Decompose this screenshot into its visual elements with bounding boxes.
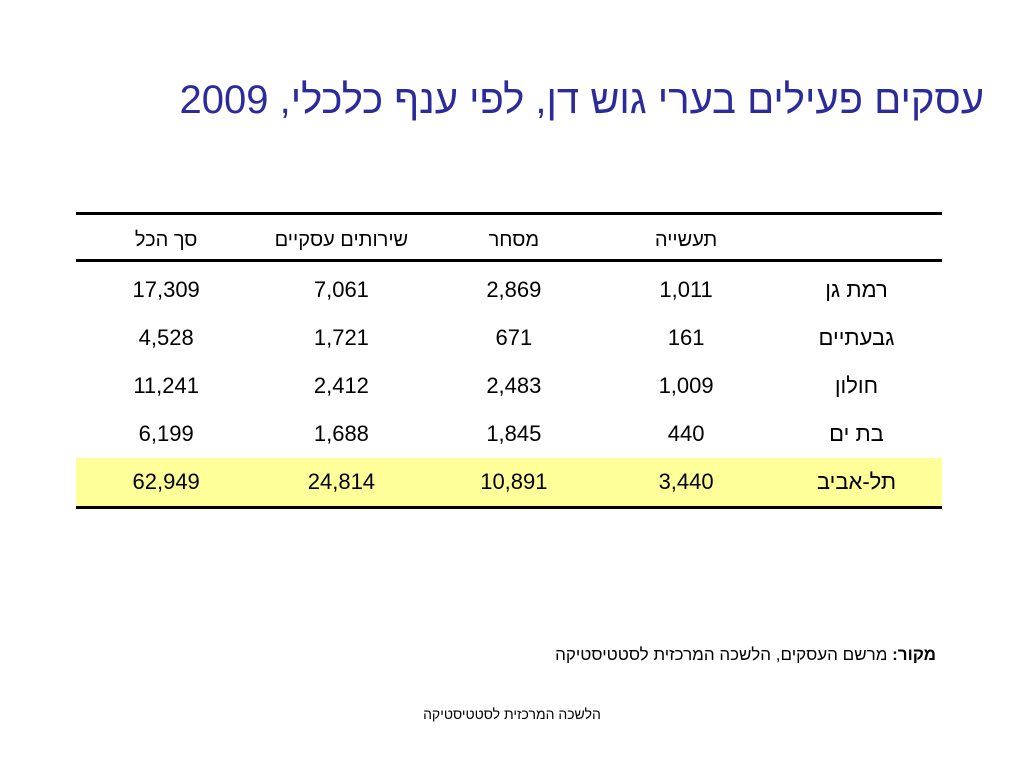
header-business-services: שירותים עסקיים [256, 212, 427, 262]
table-row-highlighted: תל-אביב 3,440 10,891 24,814 62,949 [76, 458, 942, 509]
cell-total: 6,199 [138, 421, 194, 446]
table-row: בת ים 440 1,845 1,688 6,199 [76, 410, 942, 458]
source-text: מרשם העסקים, הלשכה המרכזית לסטטיסטיקה [555, 645, 893, 664]
cell-commerce: 1,845 [486, 421, 542, 446]
cell-total: 17,309 [132, 277, 200, 302]
table-row: גבעתיים 161 671 1,721 4,528 [76, 314, 942, 362]
cell-total: 62,949 [76, 458, 257, 509]
cell-business-services: 24,814 [256, 458, 427, 509]
cell-business-services: 1,721 [313, 325, 369, 350]
row-city: חולון [834, 373, 879, 398]
header-total: סך הכל [76, 212, 257, 262]
header-commerce: מסחר [426, 212, 602, 262]
cell-industry: 1,011 [659, 277, 713, 302]
header-industry: תעשייה [601, 212, 771, 262]
row-city: גבעתיים [818, 325, 895, 350]
cell-business-services: 7,061 [313, 277, 369, 302]
source-note: מקור: מרשם העסקים, הלשכה המרכזית לסטטיסט… [555, 645, 936, 665]
cell-commerce: 671 [495, 325, 533, 350]
cell-total: 4,528 [138, 325, 194, 350]
cell-business-services: 2,412 [313, 373, 369, 398]
cell-industry: 440 [667, 421, 705, 446]
cell-industry: 1,009 [658, 373, 714, 398]
footer-text: הלשכה המרכזית לסטטיסטיקה [423, 706, 601, 722]
row-city: רמת גן [825, 277, 888, 302]
source-label: מקור: [892, 645, 936, 664]
business-table: תעשייה מסחר שירותים עסקיים סך הכל רמת גן… [76, 212, 942, 509]
table-row: חולון 1,009 2,483 2,412 11,241 [76, 362, 942, 410]
cell-total: 11,241 [133, 373, 199, 398]
cell-industry: 161 [667, 325, 705, 350]
page-title: עסקים פעילים בערי גוש דן, לפי ענף כלכלי,… [179, 78, 984, 122]
row-city: תל-אביב [770, 458, 942, 509]
table-header-row: תעשייה מסחר שירותים עסקיים סך הכל [76, 212, 942, 262]
cell-commerce: 10,891 [426, 458, 602, 509]
header-city [770, 212, 942, 262]
cell-industry: 3,440 [601, 458, 771, 509]
cell-commerce: 2,483 [486, 373, 542, 398]
cell-business-services: 1,688 [313, 421, 369, 446]
table-row: רמת גן 1,011 2,869 7,061 17,309 [76, 261, 942, 315]
cell-commerce: 2,869 [486, 277, 542, 302]
row-city: בת ים [829, 421, 884, 446]
